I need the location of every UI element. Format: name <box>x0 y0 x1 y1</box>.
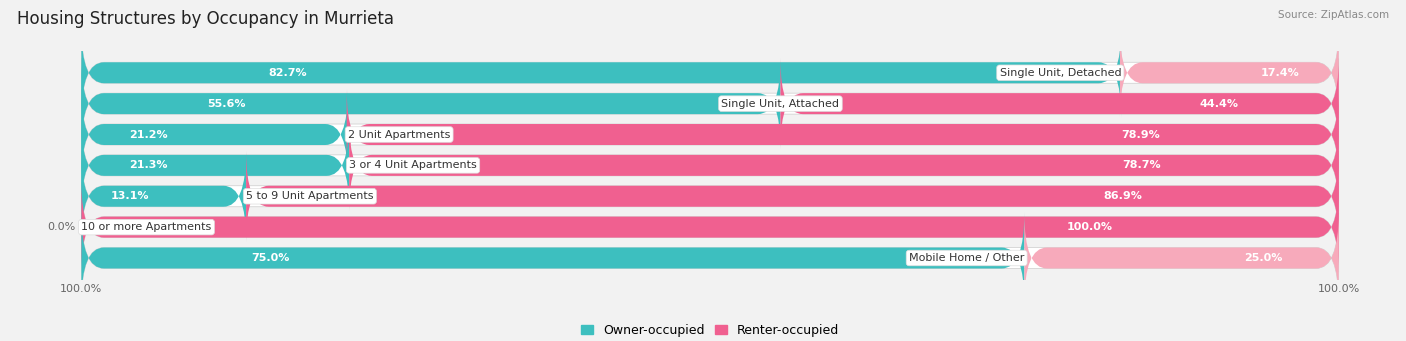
Text: 100.0%: 100.0% <box>1066 222 1112 232</box>
FancyBboxPatch shape <box>82 182 1339 272</box>
Text: 82.7%: 82.7% <box>269 68 307 78</box>
FancyBboxPatch shape <box>1121 28 1339 118</box>
FancyBboxPatch shape <box>82 120 1339 210</box>
Text: 5 to 9 Unit Apartments: 5 to 9 Unit Apartments <box>246 191 374 201</box>
Text: 0.0%: 0.0% <box>46 222 75 232</box>
FancyBboxPatch shape <box>82 59 1339 149</box>
Text: Source: ZipAtlas.com: Source: ZipAtlas.com <box>1278 10 1389 20</box>
Text: Mobile Home / Other: Mobile Home / Other <box>908 253 1025 263</box>
Text: 13.1%: 13.1% <box>111 191 149 201</box>
FancyBboxPatch shape <box>82 120 349 210</box>
Text: 44.4%: 44.4% <box>1199 99 1239 109</box>
FancyBboxPatch shape <box>82 213 1025 303</box>
Text: 10 or more Apartments: 10 or more Apartments <box>82 222 212 232</box>
Text: 75.0%: 75.0% <box>252 253 290 263</box>
Legend: Owner-occupied, Renter-occupied: Owner-occupied, Renter-occupied <box>575 319 845 341</box>
FancyBboxPatch shape <box>82 28 1339 118</box>
Text: 21.2%: 21.2% <box>129 130 167 139</box>
Text: 86.9%: 86.9% <box>1104 191 1142 201</box>
Text: 78.9%: 78.9% <box>1122 130 1160 139</box>
FancyBboxPatch shape <box>246 151 1339 241</box>
Text: 55.6%: 55.6% <box>207 99 246 109</box>
Text: 17.4%: 17.4% <box>1261 68 1299 78</box>
FancyBboxPatch shape <box>82 28 1121 118</box>
FancyBboxPatch shape <box>82 89 1339 180</box>
FancyBboxPatch shape <box>82 89 347 180</box>
Text: 25.0%: 25.0% <box>1244 253 1282 263</box>
FancyBboxPatch shape <box>82 182 1339 272</box>
Text: 2 Unit Apartments: 2 Unit Apartments <box>347 130 450 139</box>
Text: 21.3%: 21.3% <box>129 160 169 170</box>
FancyBboxPatch shape <box>349 120 1339 210</box>
Text: 78.7%: 78.7% <box>1122 160 1160 170</box>
FancyBboxPatch shape <box>780 59 1339 149</box>
FancyBboxPatch shape <box>82 151 1339 241</box>
FancyBboxPatch shape <box>347 89 1339 180</box>
FancyBboxPatch shape <box>82 213 1339 303</box>
Text: Single Unit, Attached: Single Unit, Attached <box>721 99 839 109</box>
FancyBboxPatch shape <box>82 59 780 149</box>
FancyBboxPatch shape <box>1025 213 1339 303</box>
Text: 3 or 4 Unit Apartments: 3 or 4 Unit Apartments <box>349 160 477 170</box>
Text: Housing Structures by Occupancy in Murrieta: Housing Structures by Occupancy in Murri… <box>17 10 394 28</box>
FancyBboxPatch shape <box>82 151 246 241</box>
Text: Single Unit, Detached: Single Unit, Detached <box>1000 68 1121 78</box>
